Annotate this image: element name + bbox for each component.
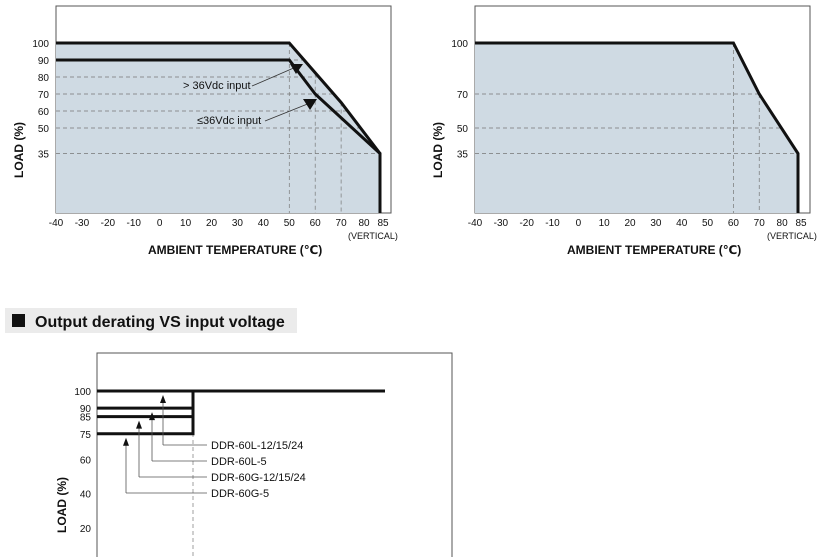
chart-2-x-tick-label-2: -20 [519,218,534,229]
chart-1-y-tick-label-0: 100 [32,39,49,50]
chart-2-y-axis-title: LOAD (%) [431,122,445,178]
chart-2-x-tick-label-1: -30 [494,218,509,229]
chart-1-y-tick-label-3: 70 [38,90,50,101]
chart-1-x-tick-label-9: 50 [284,218,296,229]
chart-3-legend-label-2: DDR-60G-12/15/24 [211,472,306,484]
chart-1-x-note: (VERTICAL) [348,231,398,241]
chart-3-legend-label-0: DDR-60L-12/15/24 [211,440,303,452]
chart-3-y-tick-label-6: 20 [80,524,92,535]
chart-2-x-axis-title: AMBIENT TEMPERATURE (℃) [567,243,741,257]
chart-3-y-axis-title: LOAD (%) [55,477,69,533]
chart-2-x-tick-label-13: 85 [795,218,807,229]
chart-2-x-tick-label-7: 30 [650,218,662,229]
chart-2-y-tick-label-2: 50 [457,124,469,135]
chart-2-x-tick-label-4: 0 [576,218,582,229]
chart-2-x-tick-label-12: 80 [777,218,789,229]
chart-3-callout-arrow-1 [149,412,155,421]
chart-1-annotation-high-arrow [290,64,303,74]
chart-2-y-tick-label-0: 100 [451,39,468,50]
chart-2-series-line-0 [475,41,800,213]
chart-1-x-tick-label-2: -20 [101,218,116,229]
section-header-square [12,314,25,327]
chart-1-series-line-1 [56,58,382,213]
chart-3-legend-label-3: DDR-60G-5 [211,488,269,500]
section-header-bar [5,308,297,333]
chart-1-x-tick-label-4: 0 [157,218,163,229]
chart-1-annotation-low: ≤36Vdc input [197,115,261,127]
chart-1-x-tick-label-3: -10 [127,218,142,229]
chart-1-y-axis-title: LOAD (%) [12,122,26,178]
chart-2-x-tick-label-9: 50 [702,218,714,229]
chart-1: -40 -30 -20 -10 0 10 20 30 40 50 60 70 80 85 100 90 80 7… [12,5,398,257]
chart-3-frame [96,352,453,557]
chart-1-x-tick-label-1: -30 [75,218,90,229]
chart-1-x-tick-label-10: 60 [310,218,322,229]
chart-1-x-tick-label-12: 80 [358,218,370,229]
chart-1-x-tick-label-5: 10 [180,218,192,229]
chart-3-callout-arrow-2 [136,420,142,429]
chart-1-annotation-low-leader [264,102,311,122]
section-title: Output derating VS input voltage [35,314,285,331]
chart-1-x-tick-label-0: -40 [49,218,64,229]
chart-3-y-tick-label-2: 85 [80,413,92,424]
chart-3-series-line-3 [97,391,195,436]
chart-1-annotation-high-leader [251,66,297,87]
chart-1-y-tick-label-2: 80 [38,73,50,84]
chart-2-x-tick-label-11: 70 [754,218,766,229]
chart-2-x-tick-label-3: -10 [545,218,560,229]
chart-1-x-tick-label-13: 85 [377,218,389,229]
chart-3-y-tick-label-0: 100 [74,387,91,398]
chart-1-annotation-low-arrow [303,99,317,110]
chart-1-x-tick-label-7: 30 [232,218,244,229]
chart-2-x-tick-label-10: 60 [728,218,740,229]
chart-1-x-tick-label-11: 70 [336,218,348,229]
chart-2-x-tick-label-8: 40 [676,218,688,229]
chart-2: -40 -30 -20 -10 0 10 20 30 40 50 60 70 80 85 100 70 50 3… [431,5,817,257]
chart-2-x-tick-label-5: 10 [599,218,611,229]
chart-1-y-tick-label-5: 50 [38,124,50,135]
chart-3-y-tick-label-1: 90 [80,404,92,415]
chart-1-y-tick-label-1: 90 [38,56,50,67]
chart-3-y-tick-label-4: 60 [80,455,92,466]
chart-3-callout-arrow-3 [123,437,129,446]
chart-3-y-tick-label-3: 75 [80,430,92,441]
chart-2-x-note: (VERTICAL) [767,231,817,241]
chart-1-y-tick-label-6: 35 [38,150,50,161]
chart-2-y-tick-label-3: 35 [457,150,469,161]
section-header: Output derating VS input voltage [5,308,297,333]
chart-2-x-tick-label-6: 20 [624,218,636,229]
chart-3-legend-label-1: DDR-60L-5 [211,456,267,468]
chart-1-annotation-high: > 36Vdc input [183,80,251,92]
chart-2-x-tick-label-0: -40 [468,218,483,229]
chart-3-callout-arrow-0 [160,395,166,403]
chart-1-x-tick-label-8: 40 [258,218,270,229]
chart-1-x-axis-title: AMBIENT TEMPERATURE (℃) [148,243,322,257]
chart-1-x-tick-label-6: 20 [206,218,218,229]
chart-3-y-tick-label-5: 40 [80,490,92,501]
chart-2-y-tick-label-1: 70 [457,90,469,101]
chart-1-y-tick-label-4: 60 [38,107,50,118]
